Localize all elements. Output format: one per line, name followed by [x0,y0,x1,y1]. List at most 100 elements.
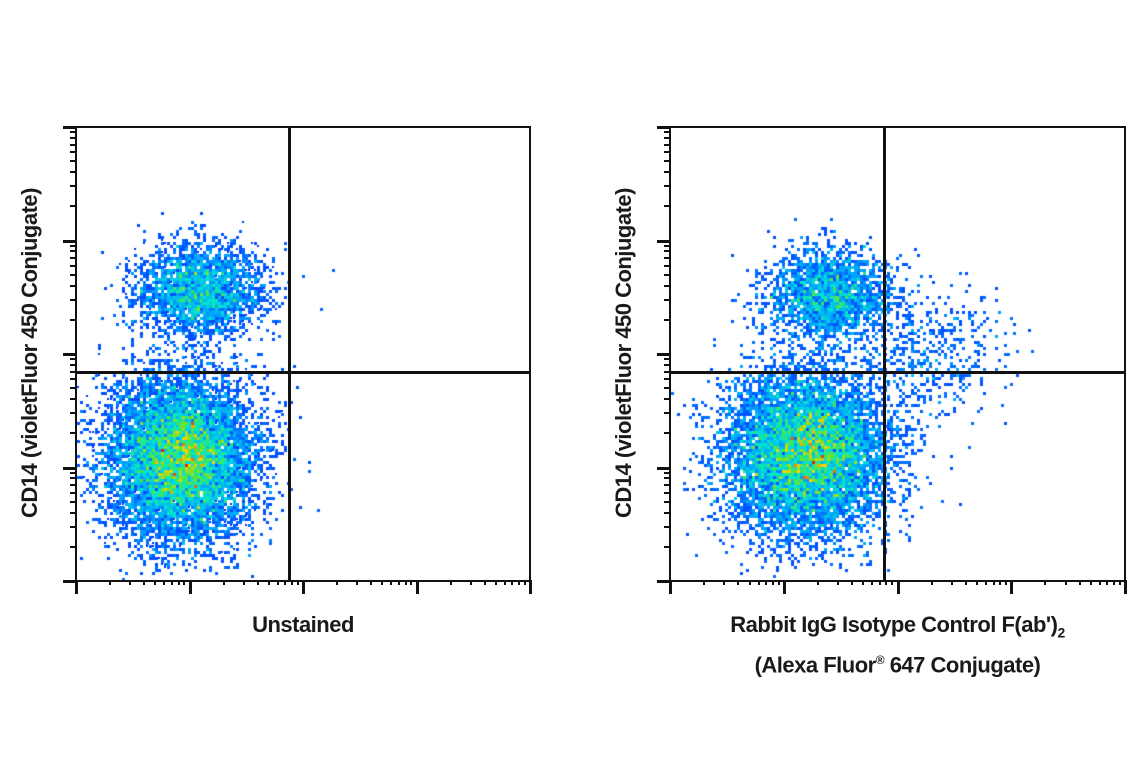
y-tick [63,353,75,356]
y-tick [657,580,669,583]
x-axis-label-line2: (Alexa Fluor® 647 Conjugate) [754,652,1041,678]
y-tick [664,318,669,321]
density-scatter [671,128,1124,580]
x-tick [992,580,995,585]
x-tick [851,580,854,585]
x-tick [302,580,305,594]
x-tick [891,580,894,585]
y-tick [70,244,75,247]
x-axis-label: Unstained [252,612,354,637]
y-tick [657,466,669,470]
x-tick [336,580,339,585]
x-tick [765,580,768,585]
y-tick [664,477,669,480]
x-tick [370,580,373,585]
x-tick [276,580,279,585]
x-tick [703,580,706,585]
x-tick [511,580,514,585]
x-tick [1089,580,1092,585]
y-axis-label: CD14 (violetFluor 450 Conjugate) [611,188,636,518]
x-tick [771,580,774,585]
x-tick [381,580,384,585]
y-tick [664,171,669,174]
y-tick [664,136,669,139]
x-tick [782,580,786,594]
x-tick [356,580,359,585]
y-tick [70,318,75,321]
x-tick [885,580,888,585]
x-tick [737,580,740,585]
y-tick [70,398,75,401]
y-tick [70,387,75,390]
x-tick [129,580,132,585]
y-tick [664,370,669,373]
y-tick [657,239,669,243]
x-tick [930,580,933,585]
y-tick [664,205,669,208]
x-tick [1010,580,1014,594]
x-tick [410,580,413,585]
x-tick [1124,580,1127,594]
y-tick [70,491,75,494]
y-tick [664,264,669,267]
y-tick [664,250,669,253]
y-tick [70,511,75,514]
x-tick [871,580,874,585]
y-tick [664,363,669,366]
y-tick [664,500,669,503]
y-tick [63,239,75,243]
plot-area [669,126,1126,582]
y-tick [70,151,75,154]
y-tick [664,160,669,163]
x-tick [878,580,881,585]
y-tick [657,126,669,129]
y-tick [70,432,75,435]
panel-unstained: CD14 (violetFluor 450 Conjugate) Unstain… [0,0,570,768]
x-tick [985,580,987,585]
x-tick [1106,580,1109,585]
x-tick [964,580,967,585]
quadrant-gate-horizontal[interactable] [671,371,1124,374]
quadrant-gate-vertical[interactable] [883,128,886,580]
y-axis-label: CD14 (violetFluor 450 Conjugate) [17,188,42,518]
density-scatter [77,128,529,580]
x-tick [291,580,293,585]
x-tick [862,580,865,585]
x-tick [816,580,819,585]
y-tick [664,484,669,487]
x-tick [1078,580,1081,585]
x-tick [163,580,166,585]
y-tick [63,466,75,470]
x-tick [183,580,186,585]
x-tick [143,580,146,585]
y-tick [664,378,669,381]
plot-area [75,126,531,582]
quadrant-gate-vertical[interactable] [288,128,291,580]
y-tick [70,257,75,260]
x-tick [390,580,393,585]
y-tick [664,257,669,260]
y-tick [70,284,75,287]
x-tick [109,580,112,585]
x-tick [494,580,497,585]
y-tick [70,250,75,253]
y-tick [70,264,75,267]
x-tick [483,580,486,585]
x-tick [669,580,672,594]
y-tick [70,358,75,361]
y-tick [664,358,669,361]
x-axis-label-line1: Rabbit IgG Isotype Control F(ab')2 [730,612,1065,641]
y-tick [664,143,669,146]
y-tick [70,500,75,503]
x-tick [154,580,157,585]
x-tick [188,580,192,594]
y-tick [70,171,75,174]
y-tick [70,185,75,188]
y-tick [70,298,75,301]
y-tick [70,131,75,134]
y-tick [70,136,75,139]
y-tick [70,378,75,381]
y-tick [664,244,669,247]
y-tick [664,284,669,287]
quadrant-gate-horizontal[interactable] [77,371,529,374]
